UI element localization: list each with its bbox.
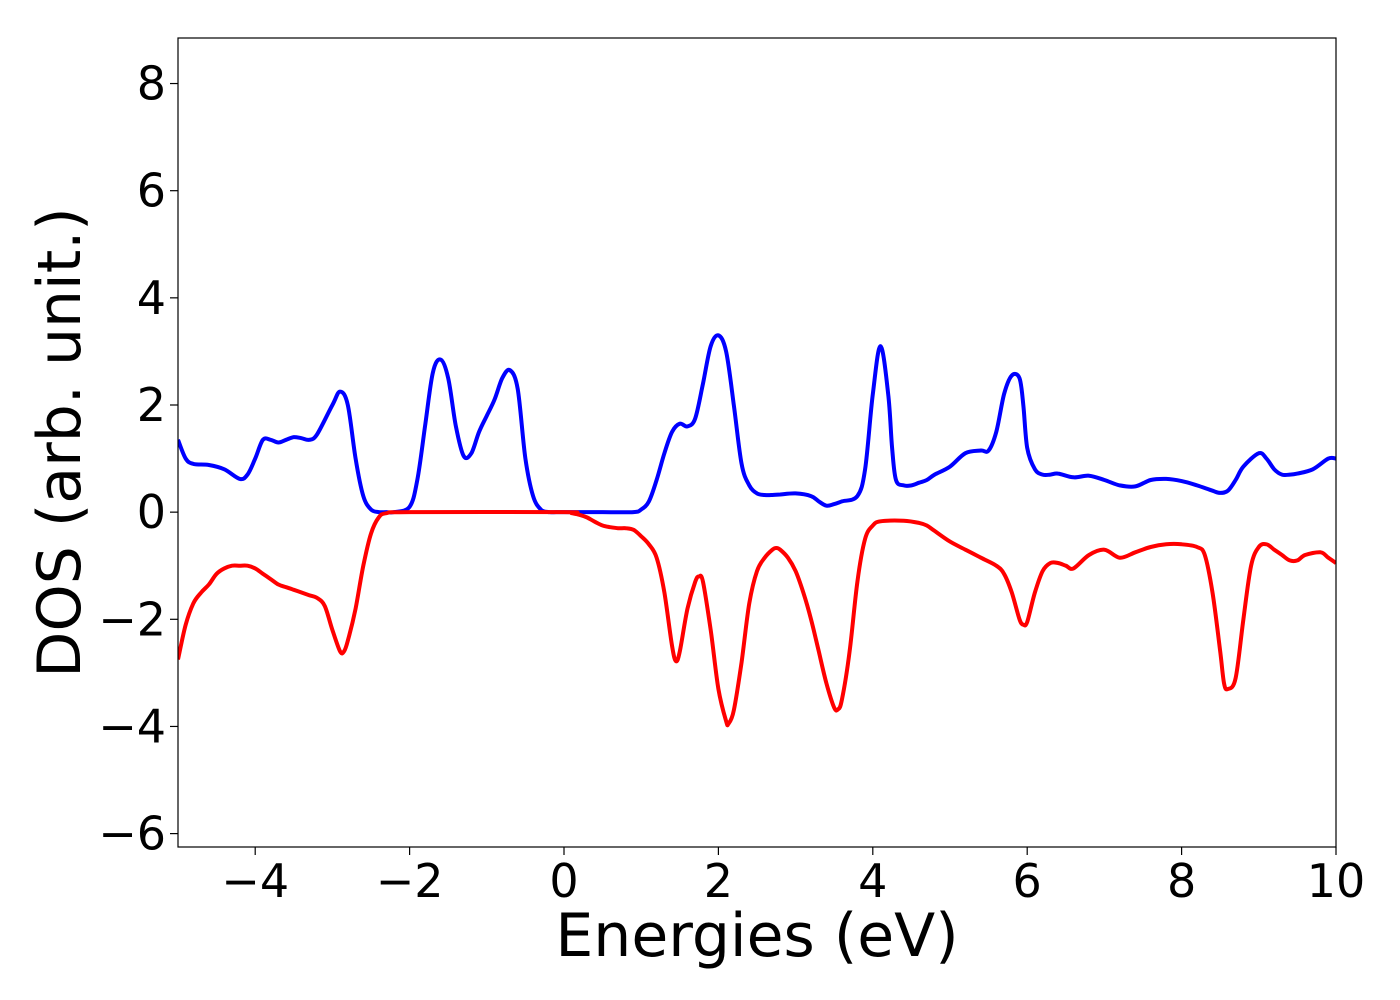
y-tick-label: 4 — [137, 271, 166, 325]
y-tick-label: 6 — [137, 164, 166, 218]
y-tick-label: 0 — [137, 485, 166, 539]
x-tick-label: 4 — [858, 854, 887, 908]
y-tick-label: −6 — [98, 807, 166, 861]
x-axis-ticks: −4 −2 0 2 4 6 8 10 — [221, 847, 1365, 908]
x-tick-label: −2 — [376, 854, 444, 908]
series-line-0 — [178, 333, 1336, 515]
x-tick-label: −4 — [221, 854, 289, 908]
x-tick-label: 2 — [704, 854, 733, 908]
x-tick-label: 10 — [1307, 854, 1366, 908]
x-tick-label: 0 — [549, 854, 578, 908]
y-tick-label: 8 — [137, 57, 166, 111]
x-tick-label: 8 — [1167, 854, 1196, 908]
y-axis-ticks: −6 −4 −2 0 2 4 6 8 — [98, 57, 178, 861]
y-tick-label: −2 — [98, 592, 166, 646]
series-layer — [178, 333, 1336, 728]
y-axis-label: DOS (arb. unit.) — [25, 207, 95, 677]
x-tick-label: 6 — [1013, 854, 1042, 908]
series-line-1 — [178, 510, 1336, 728]
y-tick-label: 2 — [137, 378, 166, 432]
x-axis-label: Energies (eV) — [555, 901, 958, 971]
y-tick-label: −4 — [98, 699, 166, 753]
plot-frame — [177, 37, 1337, 848]
